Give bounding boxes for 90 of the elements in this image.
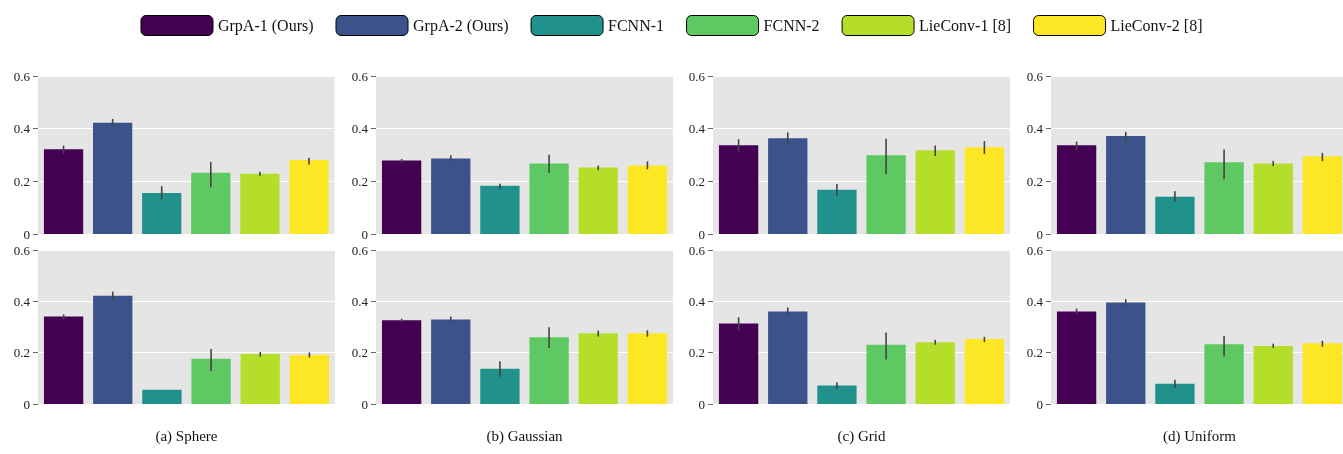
y-tick-label: 0.2 — [1026, 345, 1043, 361]
bar — [93, 295, 133, 404]
y-tick-label: 0.4 — [13, 293, 31, 309]
x-axis-title: (b) Gaussian — [485, 427, 563, 445]
legend-label: GrpA-1 (Ours) — [217, 17, 314, 35]
bar — [627, 165, 667, 234]
y-tick-label: 0 — [23, 396, 30, 412]
y-tick-label: 0.6 — [13, 68, 31, 84]
y-tick-label: 0.4 — [351, 293, 368, 309]
x-axis-title: (d) Uniform — [1162, 427, 1236, 445]
y-tick-label: 0.6 — [688, 242, 706, 258]
y-tick-label: 0.6 — [351, 242, 368, 258]
y-tick-label: 0.2 — [351, 345, 368, 361]
y-tick-label: 0 — [361, 226, 368, 242]
bar — [43, 316, 84, 404]
bar — [289, 354, 330, 404]
bar — [964, 339, 1005, 404]
bar — [718, 145, 759, 234]
y-tick-label: 0.6 — [1026, 68, 1043, 84]
y-tick-label: 0.2 — [351, 173, 368, 189]
bar — [915, 150, 955, 234]
bar — [93, 122, 133, 234]
y-tick-label: 0.4 — [13, 121, 31, 137]
bar — [627, 333, 667, 404]
bar — [240, 173, 280, 234]
bar — [1105, 302, 1145, 404]
bar — [1302, 156, 1342, 234]
bar — [817, 385, 857, 404]
bar — [430, 158, 470, 234]
bar — [1203, 162, 1244, 234]
bar — [915, 342, 955, 404]
y-tick-label: 0 — [698, 226, 705, 242]
bar — [479, 185, 520, 234]
bar — [768, 311, 808, 404]
bar — [191, 172, 231, 234]
bar — [381, 320, 421, 404]
bar — [1154, 196, 1195, 234]
bar — [528, 163, 569, 234]
y-tick-label: 0.4 — [688, 121, 706, 137]
y-tick-label: 0 — [1036, 226, 1043, 242]
bar — [817, 189, 857, 234]
bar — [240, 353, 280, 404]
bar — [381, 160, 421, 234]
legend-label: LieConv-2 [8] — [1110, 17, 1203, 34]
legend-label: FCNN-1 — [608, 17, 665, 34]
y-tick-label: 0 — [1036, 396, 1043, 412]
bar — [718, 323, 759, 404]
bar — [1203, 344, 1244, 404]
bar — [578, 167, 618, 234]
y-tick-label: 0.2 — [13, 345, 30, 361]
bar — [479, 368, 520, 404]
bar — [289, 160, 329, 234]
x-axis-title: (a) Sphere — [155, 427, 218, 445]
y-tick-label: 0.6 — [688, 68, 706, 84]
y-tick-label: 0 — [361, 396, 368, 412]
bar — [1056, 311, 1096, 404]
bar — [142, 389, 182, 404]
y-tick-label: 0.6 — [1026, 242, 1043, 258]
bar — [1154, 383, 1195, 404]
y-tick-label: 0.6 — [351, 68, 368, 84]
bar — [578, 333, 618, 404]
y-tick-label: 0.2 — [1026, 173, 1043, 189]
legend-label: FCNN-2 — [763, 17, 820, 34]
y-tick-label: 0.2 — [688, 173, 705, 189]
bar — [43, 149, 84, 234]
bar — [1105, 136, 1145, 234]
y-tick-label: 0 — [698, 396, 705, 412]
bar — [964, 147, 1005, 234]
bar — [191, 358, 231, 404]
y-tick-label: 0.4 — [688, 293, 706, 309]
legend-label: GrpA-2 (Ours) — [413, 17, 509, 35]
x-axis-title: (c) Grid — [837, 427, 886, 445]
legend-label: LieConv-1 [8] — [919, 17, 1012, 34]
y-tick-label: 0.4 — [1026, 293, 1043, 309]
bar — [768, 138, 808, 234]
y-tick-label: 0 — [23, 226, 30, 242]
bar — [866, 344, 906, 404]
bar — [528, 337, 569, 404]
y-tick-label: 0.4 — [351, 121, 368, 137]
bar — [866, 155, 906, 234]
bar — [1056, 145, 1096, 234]
y-tick-label: 0.6 — [13, 242, 31, 258]
y-tick-label: 0.2 — [13, 173, 30, 189]
y-tick-label: 0.2 — [688, 345, 705, 361]
bar — [142, 192, 182, 234]
y-tick-label: 0.4 — [1026, 121, 1043, 137]
bar — [1302, 343, 1342, 404]
bar — [1253, 163, 1293, 234]
bar — [430, 319, 470, 404]
bar — [1253, 345, 1293, 404]
